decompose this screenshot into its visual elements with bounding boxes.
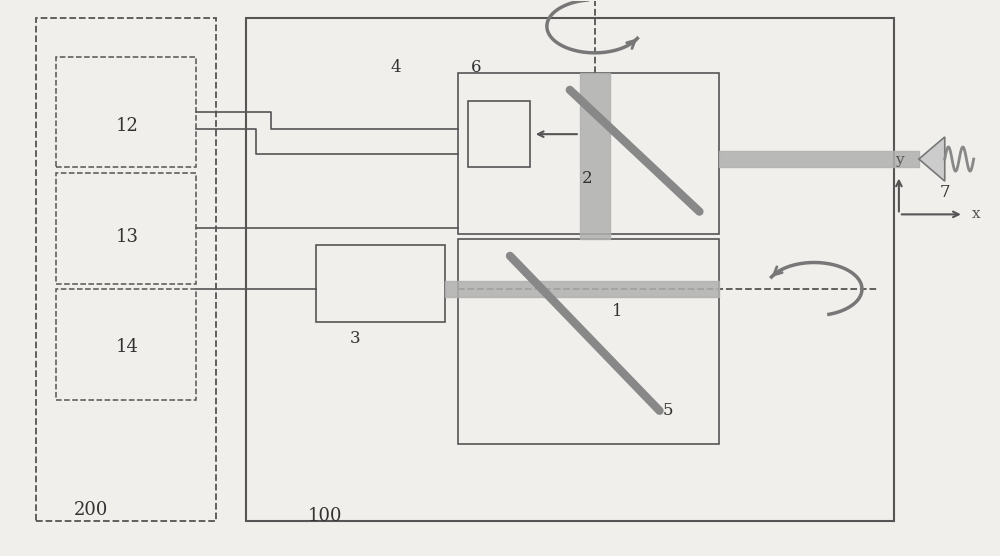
Text: x: x — [972, 207, 980, 221]
Text: 4: 4 — [390, 59, 401, 76]
Text: 5: 5 — [662, 403, 673, 419]
Text: 6: 6 — [471, 59, 481, 76]
Text: 14: 14 — [116, 338, 138, 356]
Polygon shape — [919, 137, 945, 181]
Text: 1: 1 — [612, 302, 623, 320]
Text: 7: 7 — [939, 183, 950, 201]
Text: 3: 3 — [350, 330, 361, 348]
Text: y: y — [895, 153, 903, 167]
Text: 13: 13 — [116, 227, 139, 246]
Text: 2: 2 — [581, 170, 592, 187]
Text: 12: 12 — [116, 117, 138, 135]
Text: 100: 100 — [308, 507, 343, 525]
Text: 200: 200 — [74, 502, 108, 519]
